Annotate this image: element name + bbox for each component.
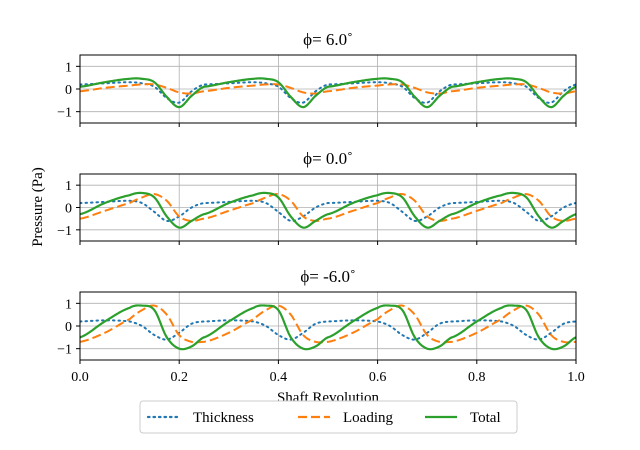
x-tick-label: 0.6 (369, 370, 387, 385)
series-total-line (80, 191, 576, 229)
series-thickness-line (80, 199, 576, 223)
x-tick-label: 0.4 (270, 370, 288, 385)
series-lines (80, 77, 576, 109)
legend-label-total: Total (470, 410, 501, 426)
series-loading-line (80, 193, 576, 222)
y-tick-label: 0 (65, 320, 72, 335)
x-tick-label: 0.8 (468, 370, 486, 385)
grid-lines (79, 174, 577, 241)
y-tick-label: −1 (57, 343, 72, 358)
series-loading-line (80, 83, 576, 95)
y-tick-label: 0 (65, 202, 72, 217)
y-tick-label: 1 (65, 60, 72, 75)
y-tick-label: −1 (57, 106, 72, 121)
legend-item-loading: Loading (298, 410, 393, 426)
x-tick-label: 0.2 (170, 370, 188, 385)
y-axis-label: Pressure (Pa) (30, 167, 46, 247)
series-thickness-line (80, 81, 576, 104)
legend-label-loading: Loading (343, 410, 393, 426)
x-tick-label: 1.0 (567, 370, 585, 385)
subplot-title: ϕ= 6.0˚ (303, 30, 353, 49)
subplots: 1 0 −1 ϕ= 6.0˚ 1 0 −1 ϕ= 0.0˚ 1 0 −1 0.0 0.2 0.4 0.6 0.… (57, 30, 585, 385)
subplot-3: 1 0 −1 0.0 0.2 0.4 0.6 0.8 1.0 ϕ= -6.0˚ (57, 267, 585, 385)
y-tick-label: 1 (65, 297, 72, 312)
legend-item-total: Total (425, 410, 501, 426)
series-total-line (80, 77, 576, 109)
grid-lines (79, 292, 577, 360)
series-lines (80, 304, 576, 351)
legend: Thickness Loading Total (139, 400, 518, 434)
y-tick-label: 1 (65, 179, 72, 194)
y-tick-label: −1 (57, 224, 72, 239)
series-thickness-line (80, 319, 576, 341)
subplot-2: 1 0 −1 ϕ= 0.0˚ (57, 149, 577, 245)
x-tick-label: 0.0 (71, 370, 89, 385)
series-lines (80, 191, 576, 229)
y-tick-label: 0 (65, 83, 72, 98)
legend-item-thickness: Thickness (146, 410, 254, 426)
grid-lines (79, 55, 577, 123)
subplot-1: 1 0 −1 ϕ= 6.0˚ (57, 30, 577, 127)
subplot-title: ϕ= -6.0˚ (300, 267, 355, 286)
series-loading-line (80, 304, 576, 344)
legend-label-thickness: Thickness (193, 410, 254, 426)
series-total-line (80, 304, 576, 351)
subplot-title: ϕ= 0.0˚ (303, 149, 353, 168)
